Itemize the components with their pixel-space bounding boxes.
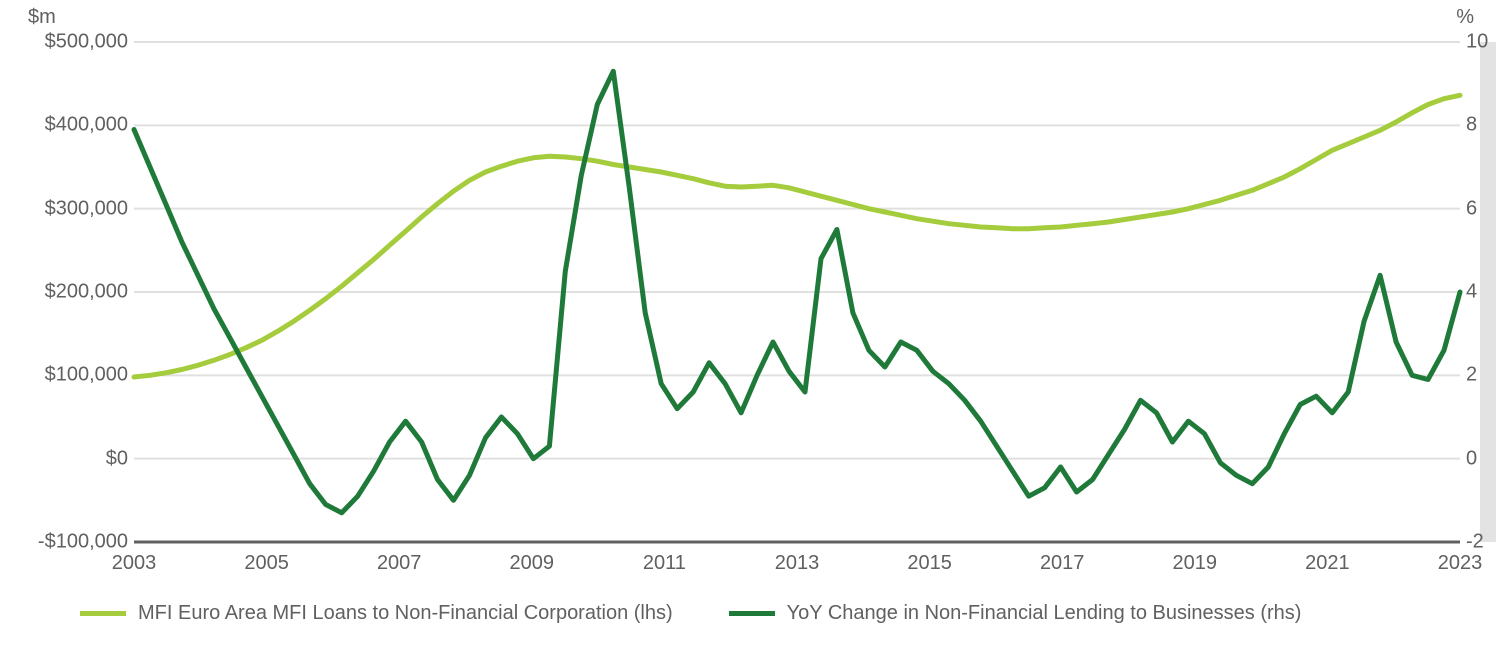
ytick-right: -2 bbox=[1466, 531, 1484, 554]
xtick: 2009 bbox=[510, 552, 555, 575]
legend: MFI Euro Area MFI Loans to Non-Financial… bbox=[80, 602, 1301, 625]
ytick-left: $400,000 bbox=[45, 114, 128, 137]
ytick-right: 2 bbox=[1466, 364, 1477, 387]
xtick: 2003 bbox=[112, 552, 157, 575]
xtick: 2023 bbox=[1438, 552, 1483, 575]
ytick-left: $300,000 bbox=[45, 197, 128, 220]
ytick-left: $100,000 bbox=[45, 364, 128, 387]
dual-axis-line-chart: $m % -$100,000 $0 $100,000 $200,000 $300,000… bbox=[0, 0, 1500, 653]
legend-swatch bbox=[80, 611, 126, 616]
ytick-left: $200,000 bbox=[45, 281, 128, 304]
xtick: 2005 bbox=[244, 552, 289, 575]
plot-area bbox=[134, 42, 1460, 542]
xtick: 2019 bbox=[1173, 552, 1218, 575]
xtick: 2011 bbox=[643, 552, 686, 575]
legend-label: MFI Euro Area MFI Loans to Non-Financial… bbox=[138, 602, 673, 625]
ytick-left: $500,000 bbox=[45, 31, 128, 54]
legend-label: YoY Change in Non-Financial Lending to B… bbox=[787, 602, 1302, 625]
legend-swatch bbox=[729, 611, 775, 616]
ytick-left: $0 bbox=[106, 447, 128, 470]
legend-item-mfi_lending: MFI Euro Area MFI Loans to Non-Financial… bbox=[80, 602, 673, 625]
ytick-right: 6 bbox=[1466, 197, 1477, 220]
right-decorative-bar bbox=[1480, 42, 1496, 542]
xtick: 2015 bbox=[907, 552, 952, 575]
line-layer bbox=[134, 42, 1460, 542]
legend-item-yoy_change: YoY Change in Non-Financial Lending to B… bbox=[729, 602, 1302, 625]
ytick-right: 0 bbox=[1466, 447, 1477, 470]
xtick: 2021 bbox=[1305, 552, 1350, 575]
ytick-right: 4 bbox=[1466, 281, 1477, 304]
ytick-right: 8 bbox=[1466, 114, 1477, 137]
xtick: 2017 bbox=[1040, 552, 1085, 575]
left-axis-label: $m bbox=[28, 6, 56, 29]
ytick-right: 10 bbox=[1466, 31, 1488, 54]
series-mfi_lending bbox=[134, 95, 1460, 377]
xtick: 2013 bbox=[775, 552, 820, 575]
xtick: 2007 bbox=[377, 552, 422, 575]
right-axis-label: % bbox=[1456, 6, 1474, 29]
ytick-left: -$100,000 bbox=[38, 531, 128, 554]
